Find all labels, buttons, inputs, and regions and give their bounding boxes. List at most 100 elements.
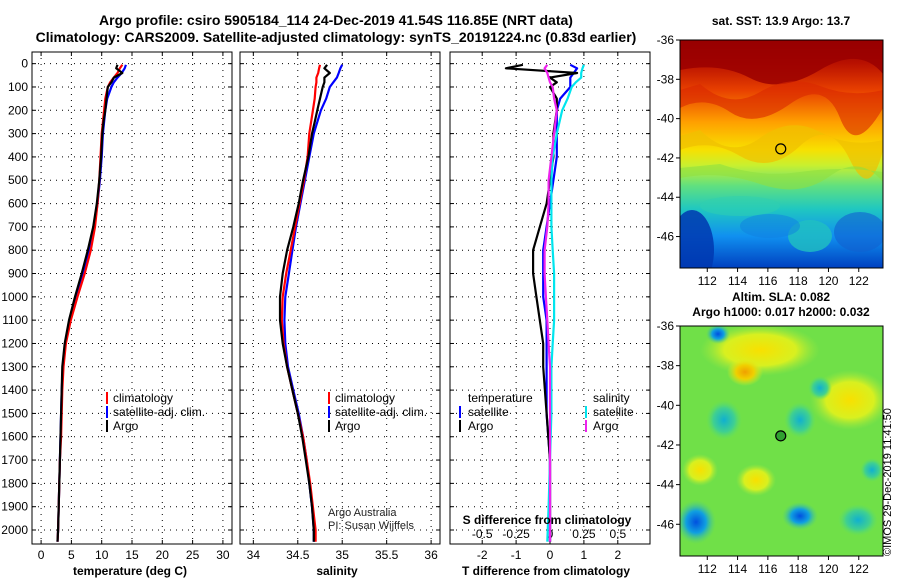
- legend-title-salinity: salinity: [593, 391, 630, 405]
- series-line-satellite-adj-clim: [283, 64, 344, 542]
- lat-tick-label: -40: [657, 398, 675, 412]
- x-tick-label: 34.5: [286, 548, 310, 562]
- depth-tick-label: 1600: [1, 430, 28, 444]
- lat-tick-label: -38: [657, 359, 675, 373]
- lon-tick-label: 122: [849, 562, 869, 576]
- x-tick-label: 2: [614, 548, 621, 562]
- lat-tick-label: -46: [657, 517, 675, 531]
- sst-lon-ticks: 112 114 116 118 120 122: [698, 268, 869, 288]
- lon-tick-label: 112: [698, 274, 717, 288]
- salinity-x-ticks: 34 34.5 35 35.5 36: [247, 548, 438, 562]
- legend-swatch-climatology: [328, 392, 330, 404]
- difference-x-label-top: S difference from climatology: [463, 513, 632, 527]
- legend-label-argo: Argo: [113, 419, 139, 433]
- depth-tick-label: 500: [8, 173, 28, 187]
- lat-tick-label: -40: [657, 112, 675, 126]
- x-tick-label: 20: [156, 548, 170, 562]
- credit-line2: PI: Susan Wijffels: [328, 520, 414, 532]
- sla-map-frame: [679, 325, 884, 557]
- series-line-salinity-satellite: [546, 64, 585, 542]
- x-tick-label-top: -0.25: [502, 527, 530, 541]
- salinity-legend: climatology satellite-adj. clim. Argo: [328, 391, 427, 433]
- depth-tick-label: 1700: [1, 453, 28, 467]
- x-tick-label: 35.5: [375, 548, 399, 562]
- salinity-panel-frame: [239, 51, 441, 545]
- depth-tick-label: 200: [8, 103, 28, 117]
- depth-tick-label: 2000: [1, 523, 28, 537]
- difference-panel-frame: [449, 51, 651, 545]
- sst-map-frame: [679, 39, 884, 269]
- depth-tick-label: 600: [8, 197, 28, 211]
- lon-tick-label: 116: [758, 562, 777, 576]
- depth-tick-label: 0: [21, 57, 28, 71]
- depth-tick-label: 100: [8, 80, 28, 94]
- figure-title-line1: Argo profile: csiro 5905184_114 24-Dec-2…: [99, 12, 573, 28]
- x-tick-label: 36: [424, 548, 438, 562]
- depth-tick-label: 800: [8, 243, 28, 257]
- legend-title-temperature: temperature: [468, 391, 533, 405]
- lon-tick-label: 114: [728, 562, 747, 576]
- lon-tick-label: 122: [849, 274, 869, 288]
- depth-tick-label: 1900: [1, 500, 28, 514]
- legend-label-climatology: climatology: [335, 391, 395, 405]
- difference-x-ticks: -2 -1 0 1 2: [477, 548, 622, 562]
- series-line-satellite-adj-clim: [56, 64, 127, 542]
- sla-map-title-line1: Altim. SLA: 0.082: [732, 290, 830, 304]
- sla-map-title-line2: Argo h1000: 0.017 h2000: 0.032: [692, 305, 870, 319]
- difference-grid: [450, 52, 650, 544]
- series-line-salinity-argo: [543, 64, 558, 542]
- depth-tick-label: 1500: [1, 406, 28, 420]
- legend-label-satellite: satellite-adj. clim.: [335, 405, 427, 419]
- difference-legend: temperature satellite Argo salinity sate…: [459, 391, 634, 433]
- lat-tick-label: -36: [657, 319, 675, 333]
- lon-tick-label: 112: [698, 562, 717, 576]
- depth-tick-label: 900: [8, 267, 28, 281]
- lon-tick-label: 118: [789, 274, 808, 288]
- x-tick-label: 0: [547, 548, 554, 562]
- difference-x-label: T difference from climatology: [462, 564, 630, 578]
- legend-swatch-t-argo: [459, 420, 461, 432]
- legend-swatch-s-argo: [585, 420, 587, 432]
- depth-tick-label: 1200: [1, 336, 28, 350]
- legend-swatch-argo: [106, 420, 108, 432]
- x-tick-label: 34: [247, 548, 261, 562]
- legend-label-t-argo: Argo: [468, 419, 494, 433]
- imos-watermark: ©IMOS 29-Dec-2019 11:41:50: [882, 408, 894, 556]
- credit-line1: Argo Australia: [328, 507, 397, 519]
- legend-swatch-t-satellite: [459, 406, 461, 418]
- depth-tick-label: 1000: [1, 290, 28, 304]
- lat-tick-label: -38: [657, 72, 675, 86]
- legend-label-t-satellite: satellite: [468, 405, 509, 419]
- sst-argo-location-marker: [775, 143, 787, 155]
- x-tick-label: 25: [186, 548, 200, 562]
- x-tick-label: 35: [336, 548, 350, 562]
- series-line-argo: [56, 64, 124, 542]
- legend-label-satellite: satellite-adj. clim.: [113, 405, 205, 419]
- series-line-temperature-argo: [504, 63, 579, 542]
- x-tick-label: 15: [125, 548, 139, 562]
- difference-series: [504, 63, 585, 542]
- salinity-series: [278, 64, 344, 542]
- legend-label-s-satellite: satellite: [593, 405, 634, 419]
- lat-tick-label: -44: [657, 478, 675, 492]
- sst-lat-ticks: -36 -38 -40 -42 -44 -46: [657, 33, 680, 244]
- lon-tick-label: 120: [818, 274, 838, 288]
- temperature-x-ticks: 0 5 10 15 20 25 30: [38, 548, 230, 562]
- series-line-climatology: [56, 64, 124, 542]
- legend-swatch-satellite: [328, 406, 330, 418]
- x-tick-label-top: 0.25: [572, 527, 596, 541]
- series-line-argo: [278, 64, 331, 542]
- depth-tick-label: 400: [8, 150, 28, 164]
- sla-lat-ticks: -36 -38 -40 -42 -44 -46: [657, 319, 680, 531]
- salinity-grid: [240, 52, 440, 544]
- depth-tick-label: 1300: [1, 360, 28, 374]
- legend-swatch-climatology: [106, 392, 108, 404]
- temperature-x-label: temperature (deg C): [73, 564, 187, 578]
- depth-tick-label: 1400: [1, 383, 28, 397]
- x-tick-label: -2: [477, 548, 488, 562]
- depth-tick-label: 700: [8, 220, 28, 234]
- depth-tick-label: 1100: [2, 313, 28, 327]
- x-tick-label: 5: [68, 548, 75, 562]
- series-line-temperature-satellite: [542, 63, 579, 542]
